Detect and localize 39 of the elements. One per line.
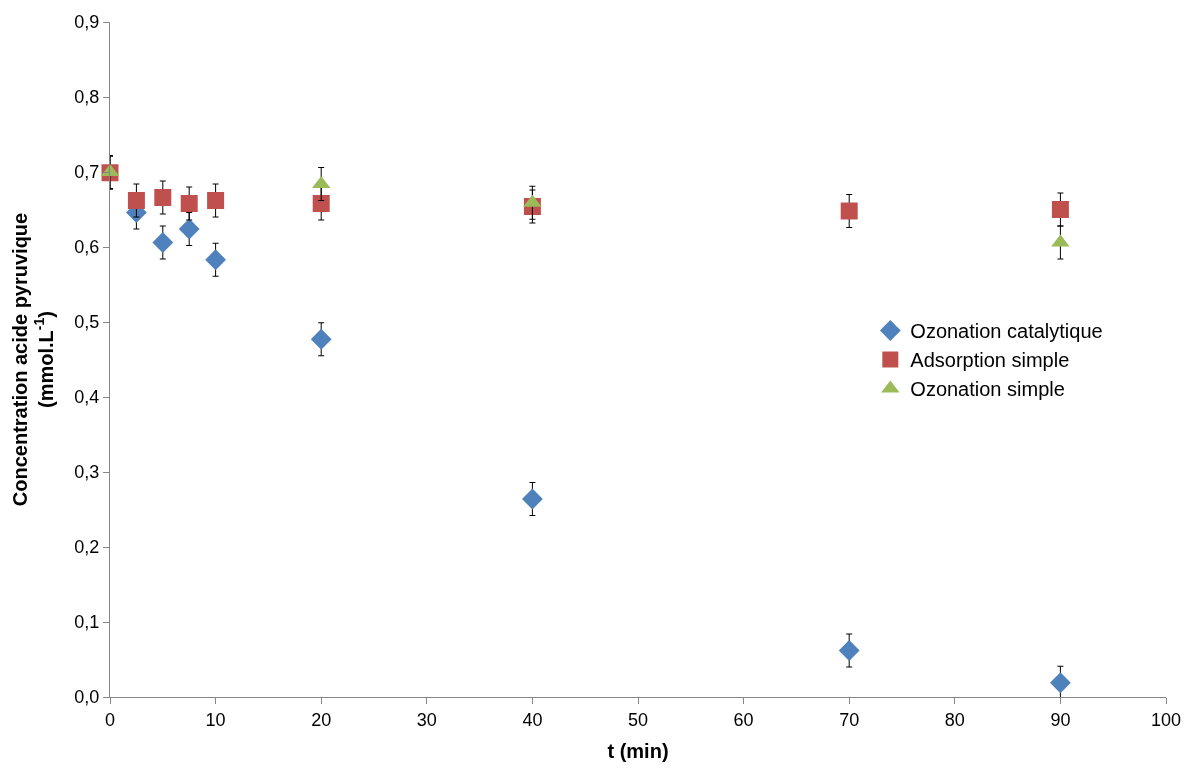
point (1050, 672, 1071, 694)
point (312, 195, 330, 212)
y-tick-label: 0,7 (74, 162, 100, 183)
y-tick-label: 0,4 (74, 387, 100, 408)
y-tick-label: 0,0 (74, 687, 100, 708)
x-tick-label: 70 (839, 709, 860, 730)
point (152, 232, 174, 253)
x-tick-label: 90 (1050, 709, 1071, 730)
x-tick-label: 50 (627, 709, 649, 730)
y-tick-label: 0,9 (74, 12, 100, 33)
point (178, 218, 200, 240)
point (522, 488, 543, 510)
point (207, 192, 225, 209)
y-tick-label: 0,5 (74, 312, 100, 333)
x-tick-label: 30 (416, 709, 437, 730)
x-tick-label: 0 (104, 709, 116, 730)
point (310, 328, 332, 350)
legend-label: Ozonation simple (910, 378, 1065, 401)
x-tick-label: 80 (944, 709, 965, 730)
point (154, 189, 172, 206)
y-tick-label: 0,1 (74, 612, 100, 633)
y-tick-label: 0,6 (74, 237, 100, 258)
x-tick-label: 60 (733, 709, 754, 730)
y-tick-label: 0,3 (74, 462, 100, 483)
point (838, 640, 860, 661)
point (180, 195, 198, 212)
point (1051, 201, 1069, 218)
point (127, 192, 145, 209)
x-tick-label: 40 (522, 709, 543, 730)
x-tick-label: 100 (1150, 709, 1182, 730)
x-tick-label: 20 (311, 709, 332, 730)
legend-label: Ozonation catalytique (910, 320, 1103, 343)
legend-label: Adsorption simple (910, 349, 1070, 372)
x-tick-label: 10 (205, 709, 226, 730)
y-tick-label: 0,2 (74, 537, 100, 558)
point (205, 249, 226, 271)
point (840, 202, 858, 220)
x-axis-title: t (min) (607, 740, 669, 763)
y-tick-label: 0,8 (74, 87, 100, 108)
